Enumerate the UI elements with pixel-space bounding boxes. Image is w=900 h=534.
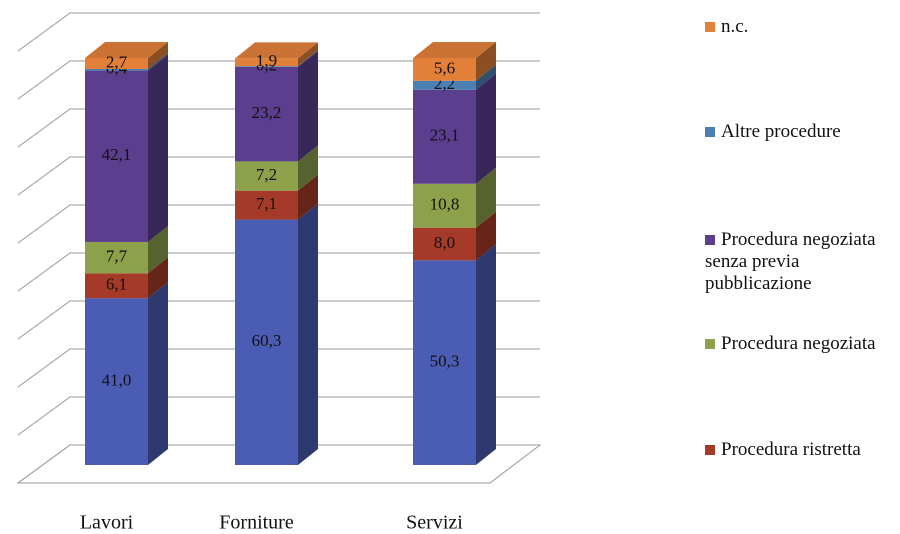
data-label: 41,0 (102, 370, 132, 389)
legend-label: Procedura negoziata (721, 333, 876, 354)
bar-side (298, 42, 318, 67)
legend-entry: n.c. (705, 16, 895, 38)
data-label: 8,0 (434, 233, 455, 252)
grid-line (17, 252, 540, 292)
data-label: 7,7 (106, 247, 128, 266)
legend-swatch (705, 127, 715, 137)
grid-line (17, 156, 540, 196)
data-label: 7,2 (256, 165, 277, 184)
bar-side (476, 42, 496, 81)
legend-swatch (705, 339, 715, 349)
bar-side (298, 50, 318, 162)
bar-side (148, 282, 168, 465)
bar-top (235, 42, 318, 59)
bar (235, 66, 298, 162)
bar-top (85, 42, 168, 58)
legend-swatch (705, 235, 715, 245)
grid-line (17, 204, 540, 244)
data-label: 2,7 (106, 52, 128, 71)
legend-label: n.c. (721, 16, 749, 37)
bar (413, 80, 476, 90)
bar-side (298, 203, 318, 466)
bar (413, 260, 476, 465)
bar (85, 68, 148, 71)
bar (235, 161, 298, 191)
data-label: 23,1 (430, 126, 460, 145)
bar-side (148, 225, 168, 274)
bar (235, 219, 298, 465)
bar-side (148, 52, 168, 71)
legend-entry: Procedura ristretta (705, 439, 895, 461)
bar-side (298, 145, 318, 191)
bar-side (476, 167, 496, 228)
bar (85, 70, 148, 242)
grid-line (17, 348, 540, 388)
bar-side (476, 244, 496, 465)
bar-side (148, 54, 168, 242)
bar-top (413, 42, 496, 58)
grid-line (17, 108, 540, 148)
bar-side (476, 211, 496, 261)
bar (85, 58, 148, 69)
floor (16, 444, 542, 484)
bar (235, 190, 298, 220)
bar-side (476, 64, 496, 90)
bar-side (476, 73, 496, 184)
data-label: 6,1 (106, 275, 127, 294)
bar (413, 58, 476, 81)
data-label: 50,3 (430, 352, 460, 371)
grid-line (17, 12, 540, 52)
legend-label: Procedura negoziata senza previa pubblic… (705, 229, 876, 294)
data-label: 42,1 (102, 145, 132, 164)
x-tick-label: Forniture (219, 512, 294, 534)
data-label: 1,9 (256, 51, 277, 70)
legend-swatch (705, 445, 715, 455)
legend-label: Altre procedure (721, 121, 841, 142)
legend-entry: Altre procedure (705, 121, 895, 143)
bar (413, 89, 476, 184)
bar-side (148, 42, 168, 69)
grid-line (17, 60, 540, 100)
legend-entry: Procedura negoziata senza previa pubblic… (705, 229, 895, 295)
bar (413, 227, 476, 261)
bar (85, 273, 148, 299)
grid-line (17, 396, 540, 436)
x-tick-label: Servizi (406, 512, 463, 534)
bar-side (298, 174, 318, 220)
bar (235, 66, 298, 67)
bar (413, 183, 476, 228)
legend-label: Procedura ristretta (721, 439, 861, 460)
data-label: 5,6 (434, 58, 455, 77)
bar (85, 241, 148, 274)
data-label: 60,3 (252, 331, 282, 350)
bar (85, 298, 148, 465)
x-tick-label: Lavori (80, 512, 134, 534)
data-label: 10,8 (430, 195, 460, 214)
data-label: 23,2 (252, 103, 282, 122)
data-label: 7,1 (256, 194, 277, 213)
bar-side (298, 50, 318, 67)
grid-line (17, 300, 540, 340)
bar (235, 58, 298, 67)
legend-entry: Procedura negoziata (705, 333, 895, 355)
legend-swatch (705, 22, 715, 32)
bar-side (148, 257, 168, 299)
